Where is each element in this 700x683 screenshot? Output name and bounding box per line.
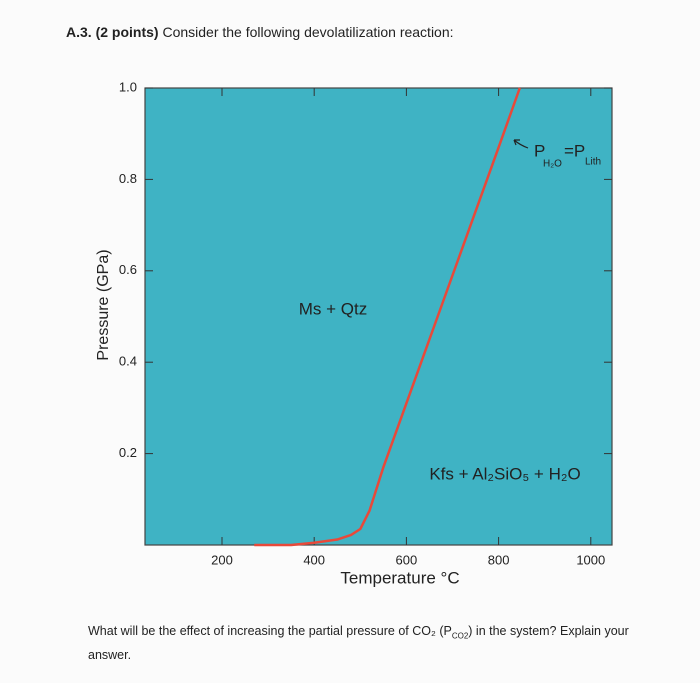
x-tick-label: 600 — [396, 552, 418, 567]
y-tick-label: 0.8 — [119, 171, 137, 186]
y-tick-label: 0.2 — [119, 445, 137, 460]
y-tick-label: 0.6 — [119, 262, 137, 277]
curve — [254, 87, 521, 547]
annotation-sub: H₂O — [543, 159, 562, 170]
header-text: Consider the following devolatilization … — [162, 24, 454, 40]
x-tick-label: 800 — [488, 552, 510, 567]
x-tick-label: 200 — [211, 552, 233, 567]
annotation: =P — [564, 141, 585, 160]
points: (2 points) — [95, 24, 159, 40]
field-label: Kfs + Al₂SiO₅ + H₂O — [429, 464, 580, 483]
x-tick-label: 1000 — [576, 552, 605, 567]
x-axis-label: Temperature °C — [340, 568, 459, 587]
question: What will be the effect of increasing th… — [88, 622, 668, 665]
annotation: P — [534, 141, 545, 160]
x-tick-label: 400 — [303, 552, 325, 567]
annotation-sub: Lith — [585, 157, 601, 168]
question-text: What will be the effect of increasing th… — [88, 624, 452, 638]
y-tick-label: 1.0 — [119, 79, 137, 94]
arrow — [513, 139, 529, 149]
chart: 0.2 0.4 0.6 0.8 1.0 200 400 600 800 1000 Temperatu… — [95, 79, 613, 587]
y-axis-label: Pressure (GPa) — [95, 249, 112, 360]
question-subscript: CO2 — [451, 631, 469, 641]
question-text: ) in the system? Explain your answer. — [88, 624, 629, 662]
question-number: A.3. — [66, 24, 92, 40]
y-tick-label: 0.4 — [119, 354, 137, 369]
field-label: Ms + Qtz — [299, 299, 367, 318]
header: A.3. (2 points) Consider the following d… — [66, 24, 454, 40]
plot-area — [144, 87, 613, 546]
